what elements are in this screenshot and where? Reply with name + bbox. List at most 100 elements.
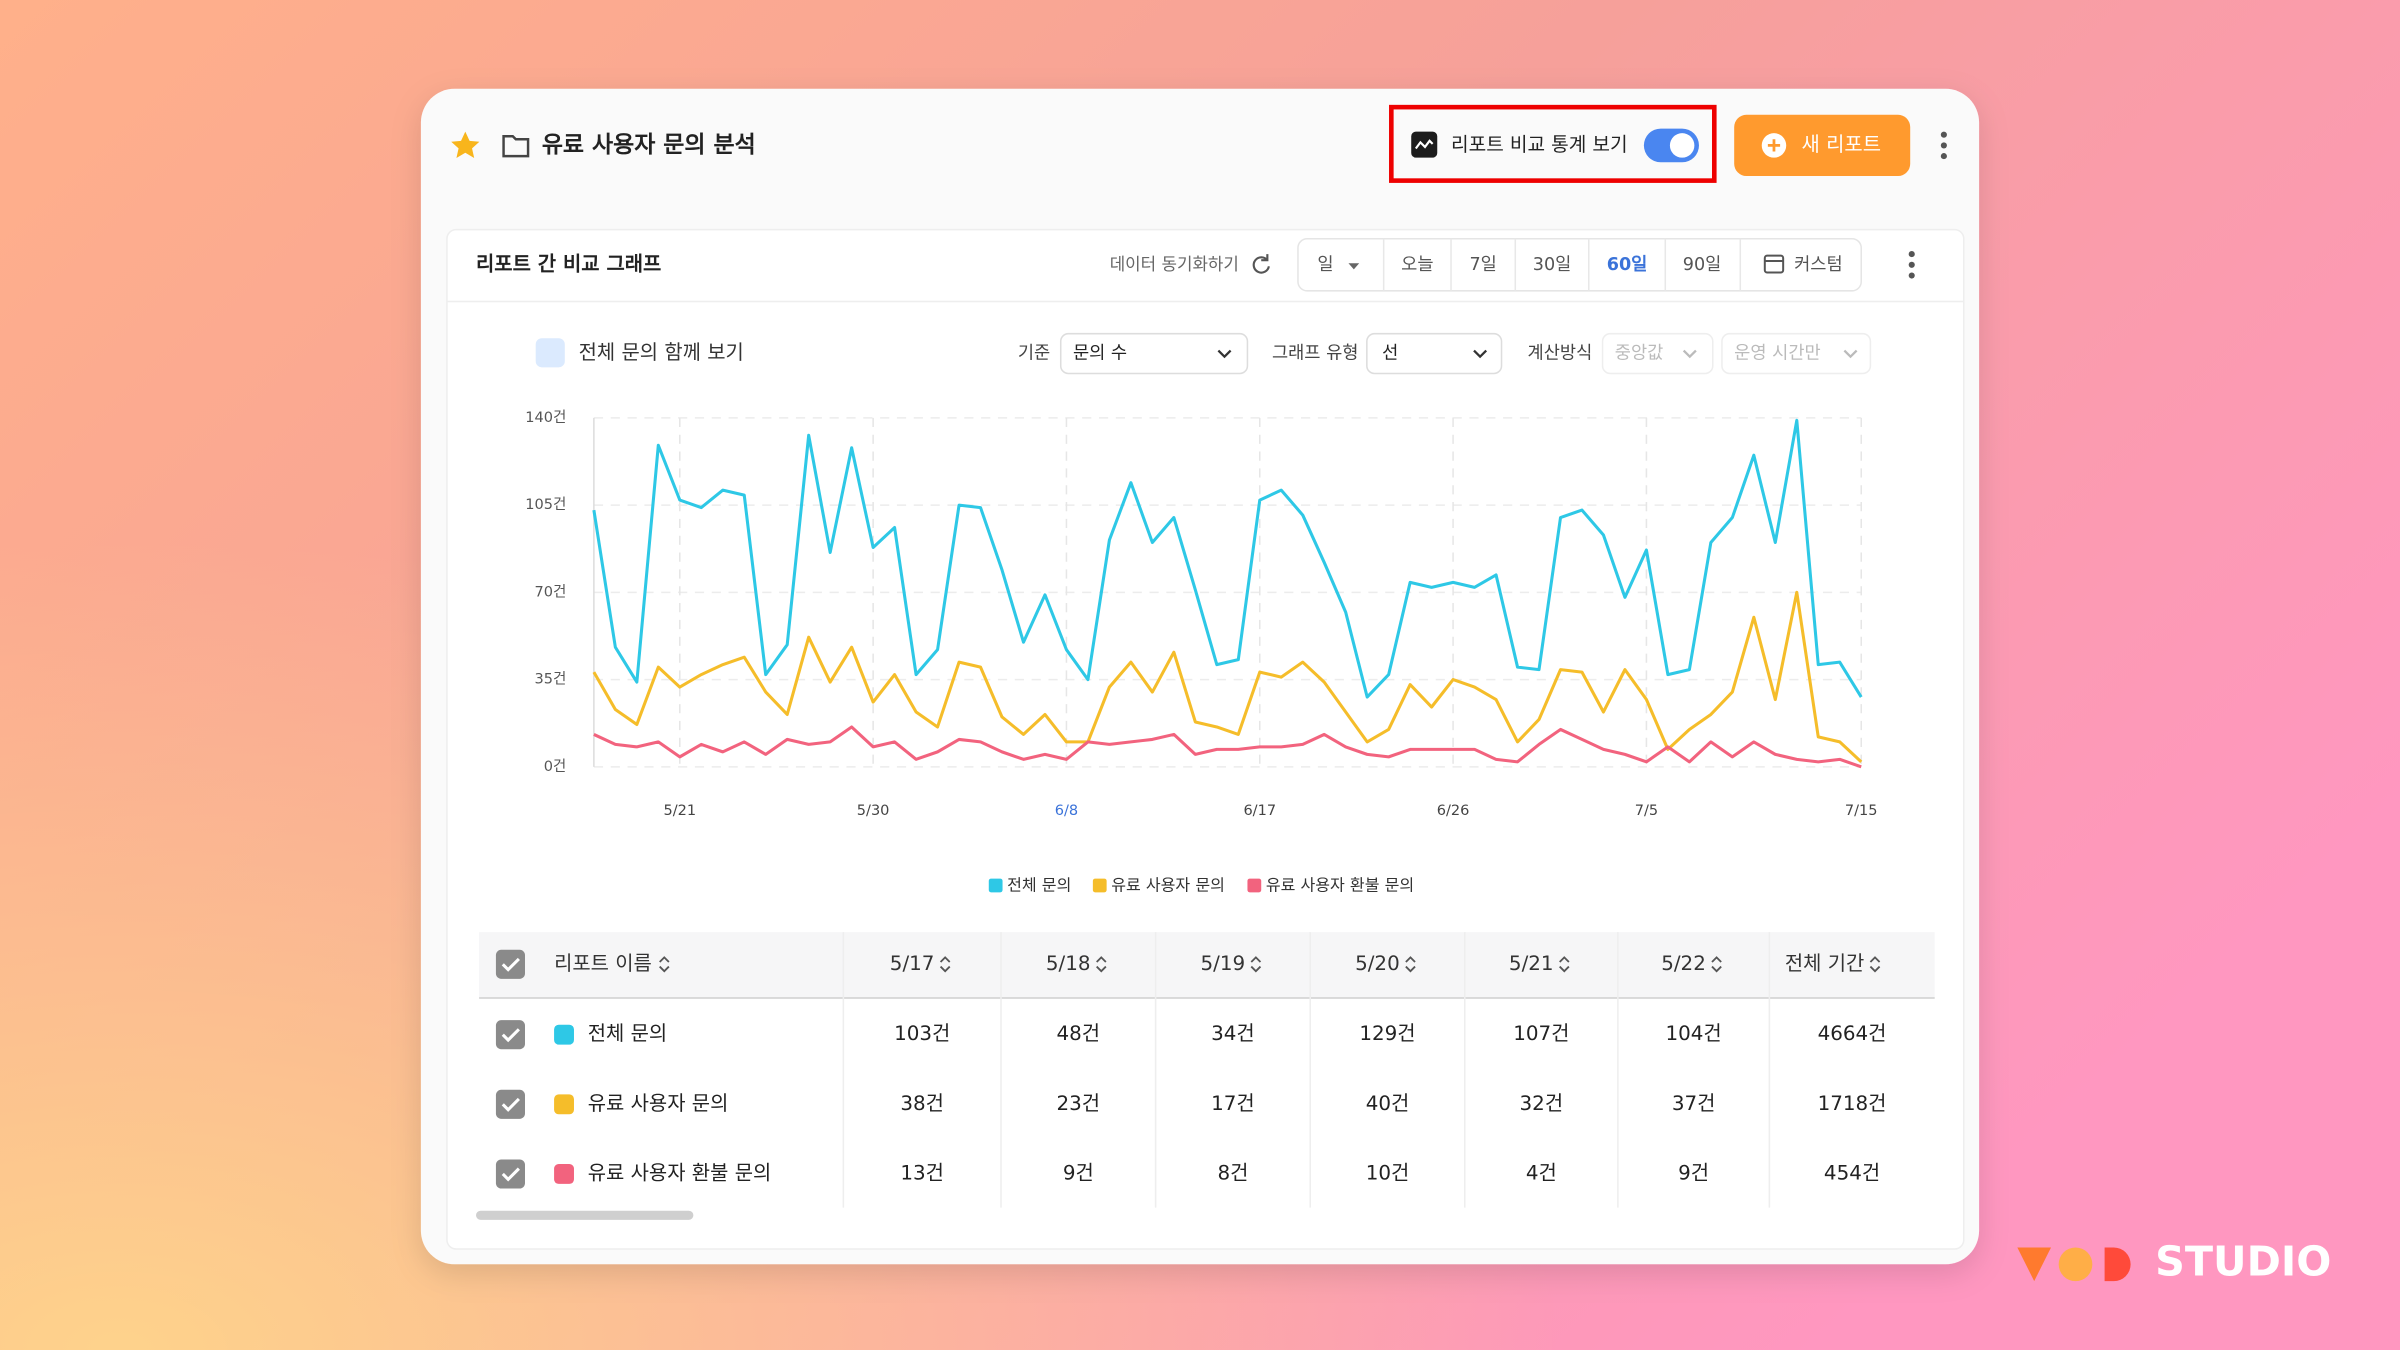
table-header (479, 932, 1935, 998)
x-tick-label: 5/21 (663, 803, 696, 819)
table-cell: 32건 (1520, 1092, 1564, 1115)
range-buttons: 일 오늘 7일 30일 60일 90일 커스텀 (1317, 238, 1843, 291)
x-tick-label: 7/5 (1635, 803, 1658, 819)
legend: 전체 문의 유료 사용자 문의 유료 사용자 환불 문의 (988, 876, 1414, 895)
range-button[interactable]: 60일 (1607, 255, 1648, 275)
sort-icon[interactable] (1096, 956, 1107, 973)
row-color (554, 1094, 574, 1115)
calc-select[interactable] (1601, 332, 1714, 375)
row-name: 전체 문의 (588, 1022, 667, 1045)
chevron (1473, 349, 1488, 359)
check-mark (501, 1097, 520, 1112)
panel-menu[interactable] (1908, 251, 1915, 279)
calc-label: 계산방식 (1528, 344, 1593, 364)
calendar-icon (1763, 254, 1785, 274)
table-cell: 107건 (1513, 1022, 1569, 1045)
legend-swatch (1247, 878, 1262, 893)
table-cell: 17건 (1211, 1092, 1255, 1115)
table-cell: 37건 (1672, 1092, 1716, 1115)
line-chart: 0건 35건 70건 105건 140건 5/21 5/30 6/8 6/17 6/26 7/5 7/… (525, 409, 1877, 819)
range-button[interactable]: 7일 (1469, 255, 1496, 275)
column-header: 5/20 (1355, 952, 1400, 975)
row-checkbox[interactable] (495, 1020, 525, 1050)
highlight-box (1389, 104, 1717, 183)
x-tick-label: 6/26 (1437, 803, 1470, 819)
new-report-button[interactable] (1734, 114, 1911, 177)
select-all-checkbox[interactable] (495, 949, 525, 979)
row-color (554, 1024, 574, 1045)
y-tick-label: 70건 (534, 583, 566, 600)
y-tick-label: 140건 (525, 409, 566, 426)
column-header: 5/22 (1661, 952, 1706, 975)
table-cell: 48건 (1057, 1022, 1101, 1045)
legend-swatch (988, 878, 1003, 893)
column-header: 5/17 (890, 952, 935, 975)
table-cell: 9건 (1678, 1161, 1709, 1184)
series-line (592, 418, 1863, 699)
table-cell: 10건 (1366, 1161, 1410, 1184)
x-tick-label: 7/15 (1845, 803, 1878, 819)
sort-icon[interactable] (1711, 956, 1722, 973)
sort-icon[interactable] (1559, 956, 1570, 973)
graph-type-value: 선 (1382, 344, 1398, 364)
show-all-checkbox[interactable] (535, 338, 565, 368)
compare-icon-glyph (1414, 139, 1434, 150)
hours-select[interactable] (1721, 332, 1872, 375)
legend-label: 전체 문의 (1007, 876, 1071, 895)
sort-icon[interactable] (659, 956, 670, 973)
table-cell: 103건 (894, 1022, 950, 1045)
y-tick-label: 0건 (544, 758, 567, 775)
row-name: 유료 사용자 환불 문의 (588, 1161, 772, 1184)
range-button[interactable]: 30일 (1533, 255, 1572, 275)
chevron (1682, 349, 1697, 359)
legend-label: 유료 사용자 문의 (1111, 876, 1225, 895)
check-mark (501, 1167, 520, 1182)
range-group (1297, 238, 1862, 292)
table-cell: 40건 (1366, 1092, 1410, 1115)
y-tick-label: 105건 (525, 496, 566, 513)
plus-glyph (1767, 139, 1781, 152)
range-button[interactable]: 오늘 (1401, 255, 1433, 275)
basis-select[interactable] (1059, 332, 1249, 375)
table-cell: 4664건 (1818, 1022, 1887, 1045)
basis-label: 기준 (1018, 344, 1050, 364)
sort-icon[interactable] (1869, 956, 1881, 973)
table-cell: 454건 (1824, 1161, 1880, 1184)
row-name: 유료 사용자 문의 (588, 1092, 729, 1115)
column-header: 전체 기간 (1785, 952, 1864, 975)
graph-type-select[interactable] (1366, 332, 1503, 375)
row-checkbox[interactable] (495, 1159, 525, 1189)
compare-toggle-label: 리포트 비교 통계 보기 (1451, 133, 1628, 156)
sync-button[interactable]: 데이터 동기화하기 (1110, 254, 1239, 274)
star-icon[interactable] (451, 131, 480, 158)
sort-icon[interactable] (939, 956, 951, 973)
panel-title: 리포트 간 비교 그래프 (476, 252, 661, 275)
table-cell: 1718건 (1818, 1092, 1887, 1115)
table-cell: 23건 (1057, 1092, 1101, 1115)
range-button[interactable]: 일 (1317, 255, 1333, 275)
column-header: 5/19 (1201, 952, 1246, 975)
show-all-label: 전체 문의 함께 보기 (579, 341, 744, 364)
toggle-knob (1669, 133, 1695, 158)
sort-icon[interactable] (1405, 956, 1416, 973)
compare-icon (1411, 131, 1438, 158)
table-cell: 104건 (1666, 1022, 1722, 1045)
x-tick-label: 6/8 (1055, 803, 1078, 819)
folder-icon (502, 135, 530, 158)
row-color (554, 1164, 574, 1184)
check-mark (501, 957, 520, 972)
scrollbar[interactable] (476, 1210, 694, 1220)
series-line (593, 725, 1862, 769)
range-button[interactable]: 90일 (1683, 255, 1722, 275)
range-button[interactable]: 커스텀 (1794, 255, 1843, 275)
refresh-icon[interactable] (1252, 254, 1270, 274)
row-checkbox[interactable] (495, 1089, 525, 1119)
sort-icon[interactable] (1250, 956, 1262, 973)
window-menu[interactable] (1940, 131, 1947, 160)
report-title: 유료 사용자 문의 분석 (542, 132, 756, 158)
table-cell: 13건 (900, 1161, 944, 1184)
chevron (1843, 349, 1858, 359)
